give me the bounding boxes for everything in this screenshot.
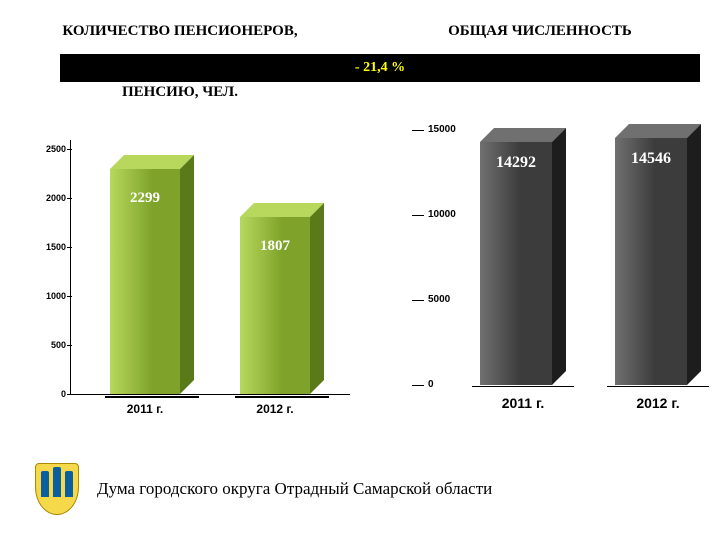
footer-text: Дума городского округа Отрадный Самарско… xyxy=(97,479,492,499)
right-ytick: 5000 xyxy=(428,294,450,305)
left-bar xyxy=(240,203,324,394)
left-plot: 0500100015002000250022992011 г.18072012 … xyxy=(70,140,350,395)
left-bar-value: 1807 xyxy=(240,238,310,255)
left-ytick: 1500 xyxy=(30,242,66,252)
footer: Дума городского округа Отрадный Самарско… xyxy=(35,463,492,515)
left-title: КОЛИЧЕСТВО ПЕНСИОНЕРОВ, xyxy=(20,22,340,41)
left-ytick: 500 xyxy=(30,340,66,350)
percent-text: - 21,4 % xyxy=(355,60,405,76)
right-title-line1: ОБЩАЯ ЧИСЛЕННОСТЬ xyxy=(448,23,632,39)
right-bar-value: 14292 xyxy=(480,154,552,172)
left-title-line2: ПЕНСИЮ, ЧЕЛ. xyxy=(122,84,238,100)
left-ytick: 2000 xyxy=(30,193,66,203)
charts: 0 500 1000 1500 2000 2500 2299 2011 г. 1807 2012 … xyxy=(0,130,720,450)
right-title: ОБЩАЯ ЧИСЛЕННОСТЬ xyxy=(380,22,700,41)
left-ytick: 1000 xyxy=(30,291,66,301)
left-ytick: 2500 xyxy=(30,144,66,154)
left-chart: 0 500 1000 1500 2000 2500 2299 2011 г. 1807 2012 … xyxy=(20,130,360,430)
right-x-label: 2012 г. xyxy=(610,395,706,411)
percent-band: - 21,4 % xyxy=(60,54,700,82)
left-bar-value: 2299 xyxy=(110,190,180,207)
crest-icon xyxy=(35,463,79,515)
left-y-axis xyxy=(70,140,71,395)
right-bar-value: 14546 xyxy=(615,150,687,168)
titles-row: КОЛИЧЕСТВО ПЕНСИОНЕРОВ, ОБЩАЯ ЧИСЛЕННОСТ… xyxy=(0,22,720,41)
left-x-axis xyxy=(70,394,350,395)
right-x-label: 2011 г. xyxy=(475,395,571,411)
right-plot: 050001000015000142922011 г.145462012 г. xyxy=(400,130,710,390)
right-ytick: 10000 xyxy=(428,209,456,220)
left-x-label: 2012 г. xyxy=(240,402,310,416)
right-ytick: 15000 xyxy=(428,124,456,135)
left-title-line2-wrap: ПЕНСИЮ, ЧЕЛ. xyxy=(0,84,360,101)
right-ytick: 0 xyxy=(428,379,434,390)
left-x-label: 2011 г. xyxy=(110,402,180,416)
left-title-line1: КОЛИЧЕСТВО ПЕНСИОНЕРОВ, xyxy=(62,23,297,39)
right-chart: 050001000015000142922011 г.145462012 г. xyxy=(400,130,710,430)
left-ytick: 0 xyxy=(30,389,66,399)
